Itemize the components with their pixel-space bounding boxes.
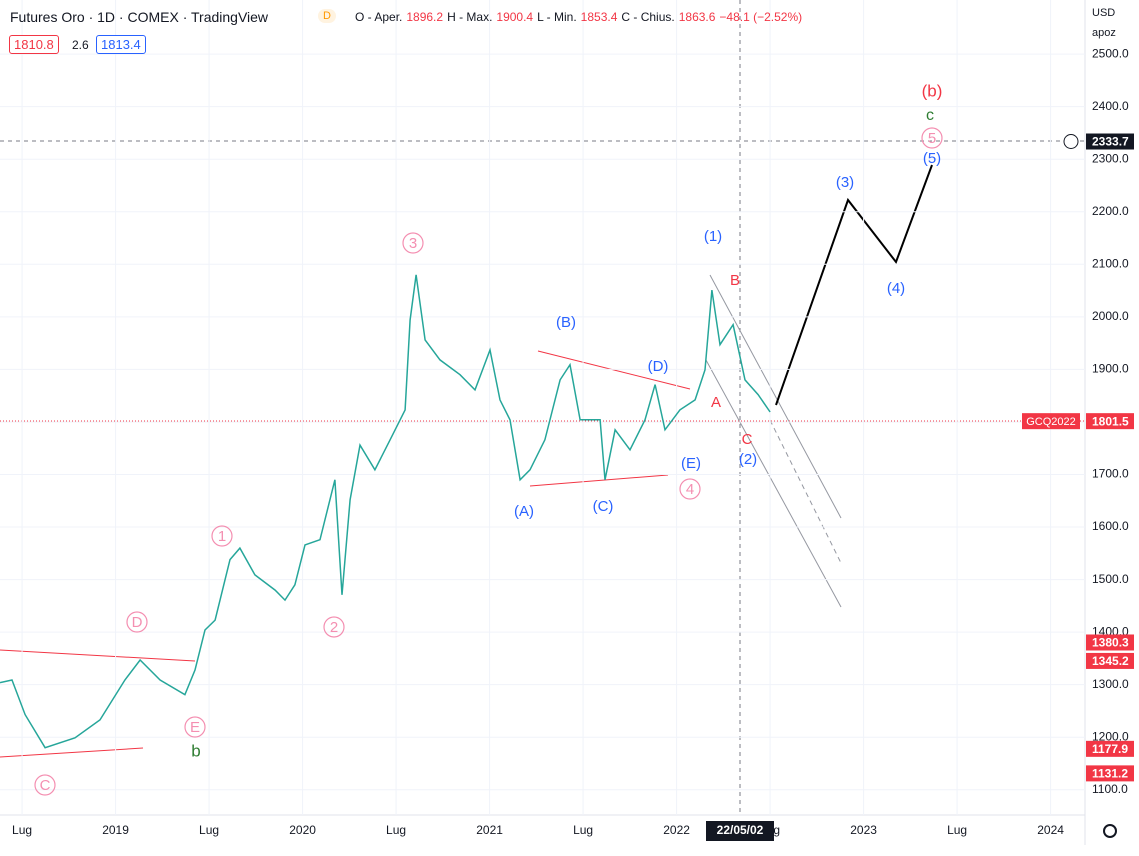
wave-label: (1): [704, 228, 722, 245]
symbol-tag-label: GCQ2022: [1026, 416, 1076, 428]
scale-mode[interactable]: apoz: [1092, 27, 1116, 39]
bid[interactable]: 1810.8: [9, 35, 59, 54]
wave-label: 3: [409, 235, 417, 252]
wave-label: (E): [681, 455, 701, 472]
y-tick-label: 2400.0: [1092, 99, 1129, 113]
price-tag-label: 1131.2: [1092, 767, 1128, 781]
ohlc-item: H - Max.: [447, 10, 493, 24]
x-tick-label: 2024: [1037, 823, 1064, 837]
wave-label: C: [40, 777, 51, 794]
x-tick-label: Lug: [199, 823, 219, 837]
x-tick-label: Lug: [386, 823, 406, 837]
y-tick-label: 1200.0: [1092, 729, 1129, 743]
x-tick-label: Lug: [947, 823, 967, 837]
x-tick-label: 2021: [476, 823, 503, 837]
wave-label: D: [132, 614, 143, 631]
y-tick-label: 2500.0: [1092, 46, 1129, 60]
wave-label: (D): [648, 358, 669, 375]
wave-label: (2): [739, 451, 757, 468]
price-tag-label: 1177.9: [1092, 742, 1128, 756]
y-tick-label: 2100.0: [1092, 256, 1129, 270]
wave-label: C: [742, 431, 753, 448]
wave-label: 5: [928, 130, 936, 147]
wave-circle: [679, 478, 701, 500]
x-tick-label: 2019: [102, 823, 129, 837]
wave-label: (5): [923, 150, 941, 167]
ohlc-item: O - Aper.: [355, 10, 403, 24]
wave-circle: [184, 716, 206, 738]
ohlc: O - Aper. 1896.2 H - Max. 1900.4 L - Min. 185…: [355, 10, 806, 24]
wave-label: (b): [922, 81, 943, 100]
wave-label: (B): [556, 314, 576, 331]
x-tick-label: 2022: [663, 823, 690, 837]
wave-label: B: [730, 272, 740, 289]
wave-label: c: [926, 107, 934, 124]
ohlc-item: 1896.2: [406, 10, 444, 24]
y-tick-label: 2000.0: [1092, 309, 1129, 323]
x-tick-label: Lug: [573, 823, 593, 837]
ohlc-item: 1900.4: [496, 10, 534, 24]
channel: [705, 274, 842, 608]
price-tag-label: 1801.5: [1092, 414, 1129, 428]
price-tag: [1086, 652, 1134, 669]
y-tick-label: 1600.0: [1092, 519, 1129, 533]
price-tag: [1086, 634, 1134, 651]
wave-circle: [34, 774, 56, 796]
y-tick-label: 1500.0: [1092, 572, 1129, 586]
y-tick-label: 1300.0: [1092, 677, 1129, 691]
y-tick-label: 2300.0: [1092, 151, 1129, 165]
wave-circle: [323, 616, 345, 638]
wave-circle: [402, 232, 424, 254]
crosshair-date: 22/05/02: [717, 823, 764, 837]
price-tag-label: 1345.2: [1092, 654, 1129, 668]
wave-label: (C): [593, 498, 614, 515]
price-tag: [1086, 765, 1134, 782]
y-tick-label: 2200.0: [1092, 204, 1129, 218]
wave-circle: [921, 127, 943, 149]
ohlc-item: −48.1 (−2.52%): [719, 10, 803, 24]
y-tick-label: 1900.0: [1092, 362, 1129, 376]
wave-label: (A): [514, 503, 534, 520]
wave-label: 4: [686, 481, 694, 498]
projection: [775, 164, 933, 406]
settings-icon: [1103, 824, 1117, 838]
price-tag-label: 2333.7: [1092, 135, 1129, 149]
wave-circle: [126, 611, 148, 633]
y-tick-label: 1700.0: [1092, 467, 1129, 481]
wave-label: A: [711, 394, 721, 411]
add-button: [1063, 134, 1079, 150]
symbol-tag: [1022, 413, 1080, 430]
spread: 2.6: [72, 38, 89, 52]
trend-lines: [0, 350, 691, 758]
wave-label: 1: [218, 528, 226, 545]
ohlc-item: L - Min.: [537, 10, 577, 24]
x-tick-label: 2023: [850, 823, 877, 837]
ohlc-item: 1853.4: [580, 10, 618, 24]
currency[interactable]: USD: [1092, 7, 1116, 19]
y-tick-label: 1100.0: [1092, 782, 1128, 796]
crosshair-date-tag: [706, 821, 774, 841]
wave-circle: [211, 525, 233, 547]
wave-label: E: [190, 719, 200, 736]
wave-label: (3): [836, 174, 854, 191]
x-tick-label: 2020: [289, 823, 316, 837]
symbol-title: Futures Oro · 1D · COMEX · TradingView: [10, 9, 269, 25]
price-tag-label: 1380.3: [1092, 636, 1129, 650]
x-tick-label: Lug: [12, 823, 32, 837]
price-tag: [1086, 133, 1134, 150]
wave-label: 2: [330, 619, 338, 636]
price-tag: [1086, 740, 1134, 757]
ask[interactable]: 1813.4: [96, 35, 146, 54]
wave-label: (4): [887, 280, 905, 297]
ohlc-item: 1863.6: [678, 10, 716, 24]
price-tag: [1086, 413, 1134, 430]
badge: D: [318, 9, 336, 23]
price-line: [0, 274, 771, 749]
ohlc-item: C - Chius.: [621, 10, 675, 24]
wave-label: b: [191, 741, 200, 760]
